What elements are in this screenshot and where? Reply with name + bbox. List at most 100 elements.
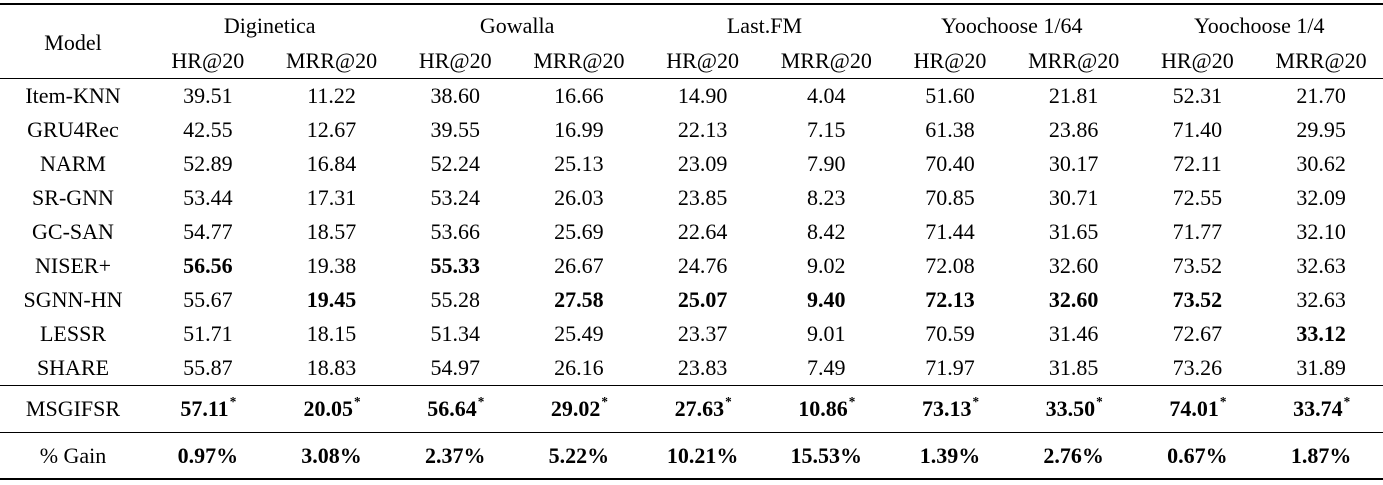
metric-value: 29.02* <box>550 393 608 421</box>
metric-value: 53.66 <box>430 219 480 244</box>
metric-value: 23.09 <box>677 151 728 176</box>
metric-value: 39.51 <box>183 83 233 108</box>
metric-value: 53.24 <box>430 185 480 210</box>
model-name: NARM <box>39 151 106 176</box>
metric-value: 51.71 <box>183 321 233 346</box>
metric-value: 9.02 <box>807 253 846 278</box>
table-row: GC-SAN 54.77 18.57 53.66 25.69 22.64 8.42 71.44… <box>0 215 1383 249</box>
metric-value: 56.56 <box>183 253 233 278</box>
model-name: SR-GNN <box>32 185 114 210</box>
metric-value: 32.63 <box>1296 287 1346 312</box>
metric-value: 9.40 <box>807 287 846 312</box>
table-row: MSGIFSR 57.11* 20.05* 56.64* 29.02* 27.63* 10.… <box>0 386 1383 433</box>
metric-value: 25.49 <box>554 321 604 346</box>
metric-value: 29.95 <box>1296 117 1346 142</box>
metric-value: 18.57 <box>306 219 357 244</box>
metric-value: 33.74* <box>1293 393 1351 421</box>
metric-value: 72.11 <box>1173 151 1222 176</box>
table-row: SR-GNN 53.44 17.31 53.24 26.03 23.85 8.23 70.85… <box>0 181 1383 215</box>
metric-value: 1.39% <box>919 442 981 468</box>
significance-asterisk: * <box>1219 393 1227 409</box>
metric-header-row: HR@20 MRR@20 HR@20 MRR@20 HR@20 MRR@20 H… <box>0 44 1383 79</box>
metric-value: 72.67 <box>1172 321 1223 346</box>
metric-value: 71.40 <box>1172 117 1223 142</box>
metric-value: 1.87% <box>1290 442 1352 468</box>
significance-asterisk: * <box>477 393 485 409</box>
metric-value: 31.46 <box>1048 321 1099 346</box>
metric-value: 26.03 <box>554 185 604 210</box>
metric-value: 42.55 <box>183 117 233 142</box>
metric-header-hr20: HR@20 <box>1160 48 1234 73</box>
metric-value: 32.63 <box>1296 253 1346 278</box>
metric-value: 20.05* <box>303 393 361 421</box>
metric-value: 30.71 <box>1048 185 1099 210</box>
table-row: NISER+ 56.56 19.38 55.33 26.67 24.76 9.02 72.08… <box>0 249 1383 283</box>
dataset-header-diginetica: Diginetica <box>223 13 316 38</box>
metric-value: 51.60 <box>925 83 975 108</box>
metric-value: 53.44 <box>183 185 233 210</box>
metric-value: 73.13* <box>921 393 980 421</box>
metric-value: 22.64 <box>677 219 728 244</box>
table-row: % Gain 0.97% 3.08% 2.37% 5.22% 10.21% 15.53% 1.… <box>0 433 1383 480</box>
metric-value: 8.23 <box>807 185 846 210</box>
results-table: Model Diginetica Gowalla Last.FM Yoochoo… <box>0 3 1383 480</box>
table-row: NARM 52.89 16.84 52.24 25.13 23.09 7.90 70.40 30… <box>0 147 1383 181</box>
metric-header-mrr20: MRR@20 <box>780 48 872 73</box>
metric-value: 16.84 <box>306 151 357 176</box>
metric-value: 32.60 <box>1048 287 1099 312</box>
metric-value: 19.38 <box>306 253 357 278</box>
table-row: LESSR 51.71 18.15 51.34 25.49 23.37 9.01 70.59 3… <box>0 317 1383 351</box>
metric-value: 23.85 <box>677 185 728 210</box>
metric-value: 72.55 <box>1172 185 1223 210</box>
metric-value: 31.65 <box>1048 219 1099 244</box>
metric-value: 23.37 <box>677 321 728 346</box>
metric-value: 70.85 <box>925 185 975 210</box>
metric-value: 7.15 <box>807 117 846 142</box>
metric-value: 2.76% <box>1043 442 1104 468</box>
tbody-gain: % Gain 0.97% 3.08% 2.37% 5.22% 10.21% 15.53% 1.… <box>0 433 1383 480</box>
metric-value: 16.66 <box>554 83 604 108</box>
metric-value: 30.62 <box>1296 151 1346 176</box>
tbody-result: MSGIFSR 57.11* 20.05* 56.64* 29.02* 27.63* 10.… <box>0 386 1383 433</box>
metric-value: 26.67 <box>554 253 604 278</box>
metric-value: 25.07 <box>677 287 728 312</box>
metric-value: 18.15 <box>306 321 357 346</box>
metric-value: 71.97 <box>925 355 975 380</box>
metric-header-hr20: HR@20 <box>171 48 245 73</box>
metric-value: 7.49 <box>807 355 846 380</box>
metric-value: 27.58 <box>554 287 604 312</box>
metric-header-hr20: HR@20 <box>913 48 987 73</box>
significance-asterisk: * <box>848 393 856 409</box>
metric-value: 15.53% <box>790 442 863 468</box>
metric-value: 7.90 <box>807 151 846 176</box>
tbody-baselines: Item-KNN 39.51 11.22 38.60 16.66 14.90 4.04 51.… <box>0 79 1383 386</box>
metric-value: 23.86 <box>1048 117 1099 142</box>
metric-value: 25.13 <box>554 151 604 176</box>
metric-value: 70.40 <box>925 151 975 176</box>
metric-value: 73.52 <box>1172 253 1223 278</box>
metric-value: 57.11* <box>180 393 237 421</box>
metric-value: 52.89 <box>183 151 233 176</box>
metric-value: 70.59 <box>925 321 975 346</box>
table-row: SGNN-HN 55.67 19.45 55.28 27.58 25.07 9.40 72.1… <box>0 283 1383 317</box>
model-name: % Gain <box>39 442 107 468</box>
metric-value: 2.37% <box>424 442 486 468</box>
significance-asterisk: * <box>601 393 608 409</box>
significance-asterisk: * <box>1096 393 1103 409</box>
metric-value: 72.08 <box>925 253 975 278</box>
metric-value: 51.34 <box>430 321 480 346</box>
metric-value: 39.55 <box>430 117 480 142</box>
metric-value: 55.28 <box>430 287 480 312</box>
model-name: GC-SAN <box>32 219 114 244</box>
model-name: MSGIFSR <box>25 396 121 421</box>
metric-value: 71.77 <box>1172 219 1223 244</box>
model-name: NISER+ <box>35 253 111 278</box>
metric-header-mrr20: MRR@20 <box>1275 48 1367 73</box>
metric-value: 61.38 <box>925 117 975 142</box>
metric-header-hr20: HR@20 <box>666 48 740 73</box>
metric-value: 54.77 <box>183 219 233 244</box>
metric-value: 71.44 <box>925 219 975 244</box>
metric-value: 14.90 <box>677 83 728 108</box>
dataset-header-yoochoose-1-64: Yoochoose 1/64 <box>941 13 1083 38</box>
